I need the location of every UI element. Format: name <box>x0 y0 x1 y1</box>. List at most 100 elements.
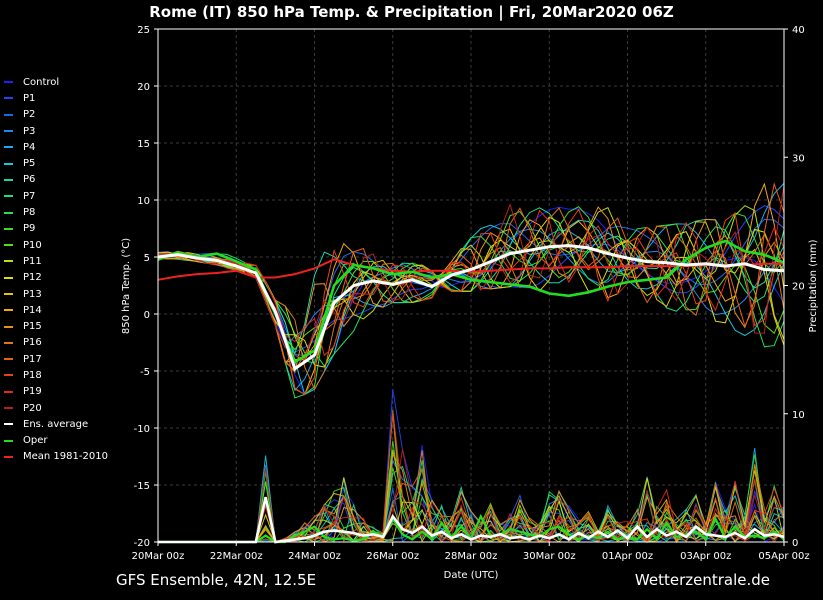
legend-label: Oper <box>23 435 48 447</box>
legend-item: P10 <box>4 237 124 253</box>
legend-label: P1 <box>23 92 36 104</box>
legend-item: P15 <box>4 318 124 334</box>
precip-ens-average-line <box>158 496 785 544</box>
legend-swatch <box>4 293 13 295</box>
legend-item: P20 <box>4 400 124 416</box>
y2-tick-label: 10 <box>792 410 805 421</box>
y2-tick-label: 40 <box>792 25 805 36</box>
legend-item: P11 <box>4 253 124 269</box>
precip-member-line <box>158 449 785 543</box>
legend-item: Control <box>4 74 124 90</box>
legend-label: P12 <box>23 272 42 284</box>
legend-item: P14 <box>4 302 124 318</box>
y-axis-label: 850 hPa Temp. (°C) <box>121 238 132 334</box>
legend-swatch <box>4 309 13 312</box>
precip-member-line <box>158 487 785 543</box>
legend-label: Mean 1981-2010 <box>23 451 108 463</box>
legend-item: P18 <box>4 367 124 383</box>
legend-item: Ens. average <box>4 416 124 432</box>
legend-swatch <box>4 130 13 133</box>
legend-label: P16 <box>23 337 42 349</box>
y2-tick-label: 0 <box>792 538 798 549</box>
legend-label: P9 <box>23 223 36 235</box>
legend-item: P2 <box>4 107 124 123</box>
legend-label: Ens. average <box>23 418 89 430</box>
precipitation-layer <box>158 389 785 544</box>
legend-label: P4 <box>23 141 36 153</box>
legend-swatch <box>4 439 13 442</box>
x-tick-label: 22Mar 00z <box>210 551 263 562</box>
temp-member-line <box>157 185 785 360</box>
legend-item: P16 <box>4 335 124 351</box>
legend-label: P10 <box>23 239 42 251</box>
legend-swatch <box>4 146 13 149</box>
chart-title: Rome (IT) 850 hPa Temp. & Precipitation … <box>149 3 674 21</box>
precip-member-line <box>158 412 785 543</box>
y-tick-label: 0 <box>144 310 150 321</box>
legend-label: P19 <box>23 386 42 398</box>
legend-label: P6 <box>23 174 36 186</box>
temp-member-line <box>157 207 785 364</box>
temp-member-line <box>157 206 785 374</box>
legend-item: P7 <box>4 188 124 204</box>
legend-swatch <box>4 407 13 410</box>
y-tick-label: 20 <box>137 82 150 93</box>
legend-swatch <box>4 423 13 426</box>
legend-label: P8 <box>23 207 36 219</box>
legend-swatch <box>4 455 13 458</box>
legend-item: P1 <box>4 90 124 106</box>
y-tick-label: 10 <box>137 196 150 207</box>
legend-label: Control <box>23 76 60 88</box>
legend-label: P14 <box>23 304 42 316</box>
y-tick-label: -20 <box>134 538 150 549</box>
x-tick-label: 20Mar 00z <box>132 551 185 562</box>
legend-swatch <box>4 195 13 198</box>
legend-item: P19 <box>4 384 124 400</box>
x-tick-label: 03Apr 00z <box>680 551 731 562</box>
legend-item: P3 <box>4 123 124 139</box>
legend-swatch <box>4 260 13 263</box>
y-tick-label: 25 <box>137 25 150 36</box>
legend-label: P15 <box>23 321 42 333</box>
legend-item: P8 <box>4 204 124 220</box>
legend-label: P18 <box>23 369 42 381</box>
legend-swatch <box>4 162 13 165</box>
legend-swatch <box>4 374 13 377</box>
axes: -20 -15 -10 -5 0 5 10 15 20 25 0 10 20 30 40 20Mar 00z 2… <box>132 25 810 562</box>
legend-item: Mean 1981-2010 <box>4 449 124 465</box>
temperature-layer <box>157 182 785 399</box>
legend-item: P5 <box>4 155 124 171</box>
legend-item: P17 <box>4 351 124 367</box>
temp-ens-average-line <box>157 244 785 372</box>
legend-swatch <box>4 178 13 181</box>
legend-swatch <box>4 227 13 230</box>
x-tick-label: 26Mar 00z <box>366 551 419 562</box>
legend-item: P9 <box>4 221 124 237</box>
legend-label: P5 <box>23 158 36 170</box>
legend-label: P13 <box>23 288 42 300</box>
legend-swatch <box>4 211 13 214</box>
x-tick-label: 01Apr 00z <box>602 551 653 562</box>
legend-label: P7 <box>23 190 36 202</box>
y2-tick-label: 20 <box>792 282 805 293</box>
legend-swatch <box>4 276 13 279</box>
legend-swatch <box>4 341 13 344</box>
footer-model-label: GFS Ensemble, 42N, 12.5E <box>116 571 317 589</box>
legend-item: P12 <box>4 270 124 286</box>
legend-label: P11 <box>23 255 42 267</box>
legend-label: P2 <box>23 109 36 121</box>
x-tick-label: 28Mar 00z <box>445 551 498 562</box>
legend-swatch <box>4 81 13 84</box>
y-tick-label: -15 <box>134 481 150 492</box>
legend-swatch <box>4 358 13 361</box>
y2-axis-label: Precipitation (mm) <box>808 239 819 332</box>
y-tick-label: -5 <box>140 367 150 378</box>
legend-label: P17 <box>23 353 42 365</box>
y-tick-label: 5 <box>144 253 150 264</box>
legend-swatch <box>4 390 13 393</box>
legend-item: P6 <box>4 172 124 188</box>
legend-swatch <box>4 325 13 328</box>
y-tick-label: 15 <box>137 139 150 150</box>
legend-swatch <box>4 244 13 247</box>
legend-item: P13 <box>4 286 124 302</box>
